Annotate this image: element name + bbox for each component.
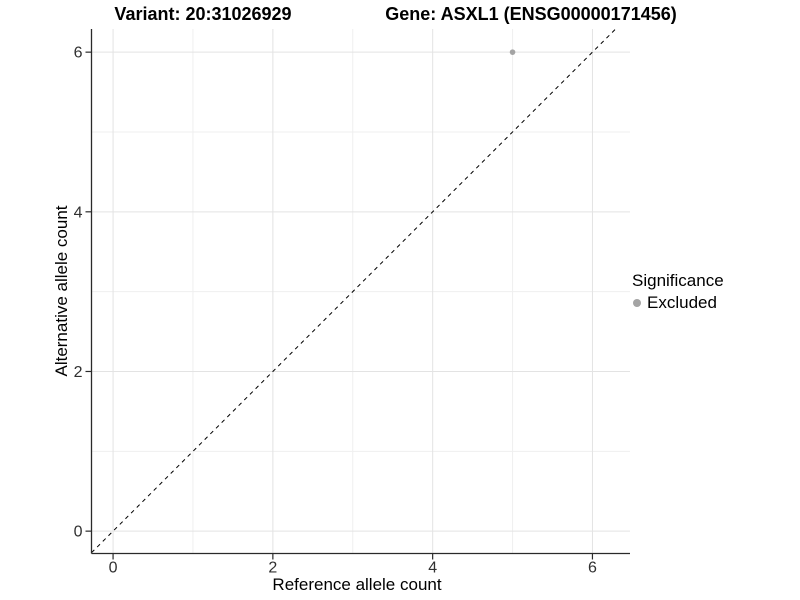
y-tick-label: 6 <box>74 45 83 62</box>
y-tick-label: 4 <box>74 204 83 221</box>
legend: Significance Excluded <box>632 271 724 313</box>
data-point <box>509 49 516 55</box>
x-axis-title: Reference allele count <box>272 575 442 594</box>
legend-title: Significance <box>632 271 724 290</box>
plot-title-variant: Variant: 20:31026929 <box>114 4 292 24</box>
plot-title-gene: Gene: ASXL1 (ENSG00000171456) <box>385 4 677 24</box>
x-tick-label: 4 <box>428 560 437 577</box>
y-tick-label: 2 <box>74 364 83 381</box>
legend-entry-excluded: Excluded <box>632 293 724 313</box>
identity-line <box>91 28 616 554</box>
legend-key-dot-icon <box>633 299 641 307</box>
x-tick-label: 0 <box>109 560 118 577</box>
y-tick-label: 0 <box>74 524 83 541</box>
x-tick-label: 6 <box>588 560 597 577</box>
legend-entry-label: Excluded <box>647 293 717 312</box>
x-tick-label: 2 <box>268 560 277 577</box>
